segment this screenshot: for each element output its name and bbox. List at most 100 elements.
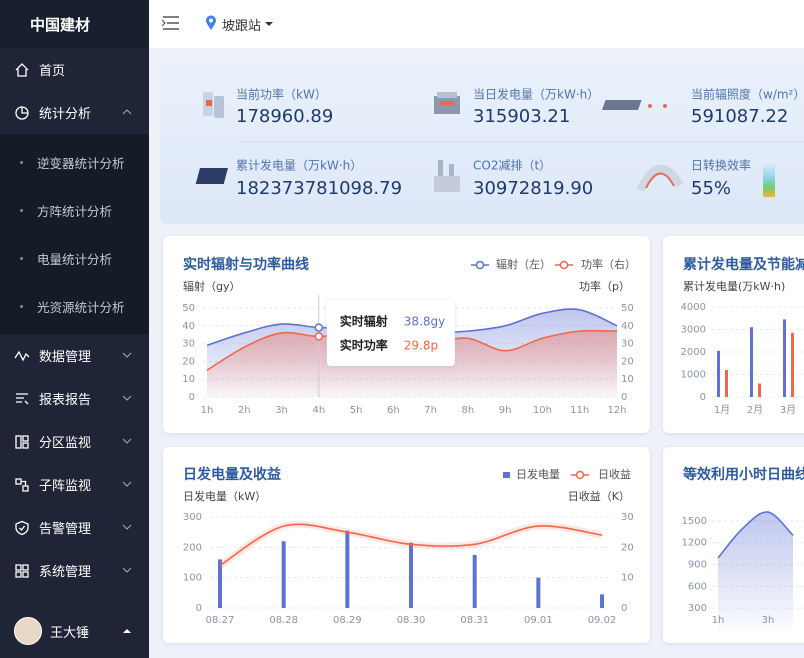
y-tick-label: 100 (183, 573, 202, 584)
y-tick-label: 10 (182, 374, 195, 385)
menu-icon (15, 563, 29, 578)
menu-item[interactable]: 统计分析 (0, 91, 149, 134)
bar (717, 350, 720, 397)
x-tick-label: 3月 (780, 404, 796, 416)
stat-icons (195, 92, 775, 197)
y2-tick-label: 20 (621, 542, 634, 553)
menu-label: 数据管理 (39, 350, 92, 365)
stat-label: 当日发电量（万kW·h） (473, 87, 599, 102)
user-name: 王大锤 (50, 625, 90, 641)
chevron (122, 524, 132, 530)
y-tick-label: 40 (182, 321, 195, 332)
x-tick-label: 08.29 (333, 615, 362, 626)
stat-label: 日转换效率 (691, 158, 751, 173)
chevron (122, 481, 132, 487)
y-tick-label: 300 (688, 603, 707, 614)
hover-point (314, 323, 324, 332)
x-tick-label: 3h (275, 405, 288, 416)
y-tick-label: 1000 (681, 370, 706, 381)
avatar (14, 617, 42, 645)
x-tick-label: 11h (570, 405, 589, 416)
x-tick-label: 7h (424, 405, 437, 416)
bar (791, 332, 794, 397)
stat-value: 591087.22 (691, 106, 788, 127)
menu-item[interactable]: 首页 (0, 48, 149, 91)
menu-item[interactable]: 系统管理 (0, 549, 149, 592)
menu-icon (16, 392, 29, 404)
chart-title: 实时辐射与功率曲线 (183, 256, 309, 273)
menu-icon (15, 520, 29, 535)
y-axis-label: 累计发电量(万kW·h) (683, 279, 785, 293)
legend-swatch (503, 472, 510, 478)
submenu-item[interactable]: 方阵统计分析 (0, 186, 149, 234)
bar (472, 554, 477, 608)
tooltip (326, 300, 455, 366)
user[interactable]: 王大锤 (0, 610, 149, 652)
legend-label: 日发电量 (516, 467, 560, 481)
bar (345, 530, 350, 608)
menu-item[interactable]: 分区监视 (0, 420, 149, 463)
y-tick-label: 200 (183, 542, 202, 553)
legend-swatch (559, 260, 569, 270)
bar (758, 383, 761, 397)
y-axis-label: 辐射（gy） (183, 279, 241, 293)
menu-icon (15, 62, 29, 77)
x-tick-label: 1h (201, 405, 214, 416)
chevron (122, 438, 132, 444)
menu-icon (14, 350, 30, 361)
y2-tick-label: 50 (621, 303, 634, 314)
logo: 中国建材 (0, 0, 149, 48)
stat-value: 315903.21 (473, 106, 570, 127)
x-tick-label: 09.02 (588, 615, 617, 626)
menu-icon (15, 477, 29, 492)
x-tick-label: 08.27 (206, 615, 235, 626)
line (219, 523, 603, 567)
y-tick-label: 600 (688, 581, 707, 592)
menu-item[interactable]: 报表报告 (0, 377, 149, 420)
chart-title: 等效利用小时日曲线 (683, 466, 804, 483)
menu-label: 首页 (39, 64, 66, 79)
station-name[interactable]: 坡跟站 (222, 19, 262, 34)
x-tick-label: 09.01 (524, 615, 553, 626)
line (717, 511, 794, 559)
menu-label: 分区监视 (39, 436, 92, 451)
submenu: 逆变器统计分析 方阵统计分析 电量统计分析 光资源统计分析 (0, 134, 149, 334)
y-tick-label: 3000 (681, 325, 706, 336)
x-tick-label: 9h (499, 405, 512, 416)
y-axis-label: 日发电量（kW） (183, 489, 266, 503)
x-tick-label: 2h (238, 405, 251, 416)
bar (600, 594, 605, 608)
x-tick-label: 10h (533, 405, 552, 416)
y-tick-label: 900 (688, 560, 707, 571)
chart-title: 累计发电量及节能减排 (683, 256, 804, 273)
sidebar: 中国建材 首页统计分析 逆变器统计分析 方阵统计分析 电量统计分析 光资源统计分析数据管… (0, 0, 149, 658)
stat-value: 55% (691, 178, 731, 199)
y2-axis-label: 日收益（K） (568, 489, 630, 503)
bar (218, 559, 222, 608)
submenu-item[interactable]: 光资源统计分析 (0, 282, 149, 330)
tooltip-value: 38.8gy (404, 315, 445, 329)
submenu-item[interactable]: 逆变器统计分析 (0, 138, 149, 186)
y2-tick-label: 30 (621, 512, 634, 523)
stat-label: CO2减排（t） (473, 159, 551, 173)
y-tick-label: 4000 (681, 302, 706, 313)
x-tick-label: 4h (312, 405, 325, 416)
submenu-item[interactable]: 电量统计分析 (0, 234, 149, 282)
x-tick-label: 8h (462, 405, 475, 416)
menu-item[interactable]: 子阵监视 (0, 463, 149, 506)
x-tick-label: 08.28 (269, 615, 298, 626)
menu-toggle[interactable] (161, 0, 221, 48)
y2-tick-label: 40 (621, 321, 634, 332)
tooltip-value: 29.8p (404, 339, 438, 353)
y-tick-label: 2000 (681, 347, 706, 358)
bar (725, 370, 728, 397)
menu-item[interactable]: 告警管理 (0, 506, 149, 549)
y2-tick-label: 20 (621, 356, 634, 367)
caret (265, 22, 273, 26)
x-tick-label: 12h (607, 405, 626, 416)
stat-value: 30972819.90 (473, 178, 593, 199)
chevron (122, 395, 132, 401)
menu-item[interactable]: 数据管理 (0, 334, 149, 377)
